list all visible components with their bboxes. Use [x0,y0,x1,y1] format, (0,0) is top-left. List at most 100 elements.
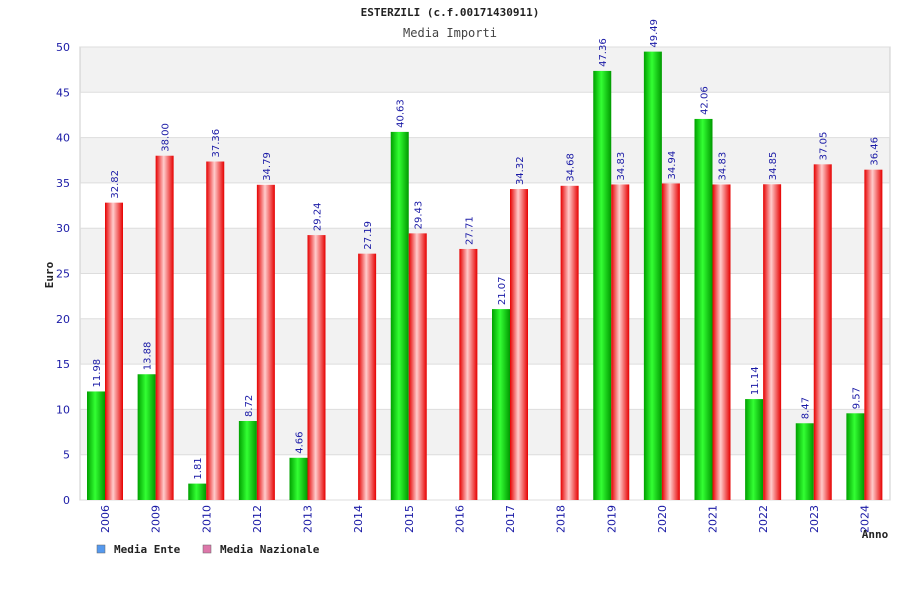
legend-swatch-media-ente [96,544,106,554]
bar-media-nazionale [408,233,427,500]
x-tick-label: 2014 [352,505,365,533]
bar-media-nazionale [459,248,478,500]
bar-media-ente [188,483,207,500]
bar-media-nazionale [813,164,832,500]
data-label-media-ente: 42.06 [700,86,711,115]
data-label-media-nazionale: 34.83 [718,152,729,181]
y-axis-label: Euro [43,261,56,288]
data-label-media-nazionale: 36.46 [869,137,880,166]
bar-media-nazionale [712,184,731,501]
bar-media-ente [87,391,105,500]
bars [87,51,883,501]
y-tick-label: 20 [56,313,70,326]
bar-media-ente [289,457,308,500]
x-tick-label: 2015 [403,505,416,533]
x-tick-label: 2012 [251,505,264,533]
y-tick-label: 5 [63,449,70,462]
data-label-media-nazionale: 34.32 [515,156,526,185]
bar-media-nazionale [661,183,680,500]
y-tick-label: 35 [56,177,70,190]
data-label-media-nazionale: 38.00 [161,123,172,152]
y-tick-label: 15 [56,358,70,371]
bar-media-ente [694,118,713,500]
bar-media-nazionale [155,155,174,500]
x-tick-label: 2020 [656,505,669,533]
y-tick-label: 50 [56,41,70,54]
legend-label-media-ente: Media Ente [114,543,181,556]
x-tick-label: 2017 [504,505,517,533]
data-label-media-ente: 13.88 [143,342,154,371]
data-label-media-ente: 9.57 [851,387,862,409]
data-label-media-ente: 11.14 [750,366,761,395]
data-label-media-nazionale: 32.82 [110,170,121,199]
bar-media-ente [137,374,156,500]
x-axis-ticks: 2006 2009 2010 2012 2013 2014 2015 2016 2017 2018… [99,505,871,533]
bar-data-labels: 11.98 32.82 13.88 38.00 1.81 37.36 8.72 34.79 4.… [92,19,880,480]
data-label-media-ente: 49.49 [649,19,660,48]
y-tick-label: 45 [56,86,70,99]
data-label-media-nazionale: 37.36 [211,129,222,158]
bar-media-nazionale [105,202,123,500]
plot-band [80,47,890,93]
x-tick-label: 2013 [302,505,315,533]
y-tick-label: 10 [56,403,70,416]
bar-media-ente [593,70,612,501]
data-label-media-ente: 11.98 [92,359,103,388]
bar-media-nazionale [206,161,225,500]
data-label-media-nazionale: 27.71 [464,216,475,245]
bar-media-nazionale [256,184,275,500]
data-label-media-ente: 21.07 [497,276,508,305]
x-tick-label: 2010 [200,505,213,533]
x-tick-label: 2023 [808,505,821,533]
legend: Media Ente Media Nazionale [96,543,320,556]
data-label-media-nazionale: 34.79 [262,152,273,181]
bar-media-ente [238,420,257,500]
x-tick-label: 2022 [757,505,770,533]
chart-title: ESTERZILI (c.f.00171430911) [361,6,540,19]
bar-media-nazionale [611,184,630,501]
x-tick-label: 2024 [858,505,871,533]
bar-media-nazionale [307,235,326,500]
bar-media-nazionale [763,184,782,500]
bar-media-nazionale [358,253,377,500]
bar-media-nazionale [864,169,883,500]
x-axis-label: Anno [862,528,889,541]
data-label-media-nazionale: 29.43 [414,201,425,230]
data-label-media-nazionale: 34.83 [616,152,627,181]
x-tick-label: 2016 [453,505,466,533]
y-axis-ticks: 0 5 10 15 20 25 30 35 40 45 50 [56,41,70,507]
data-label-media-nazionale: 34.94 [667,151,678,180]
plot-band [80,92,890,138]
bar-media-ente [390,131,409,500]
data-label-media-ente: 8.72 [244,395,255,417]
bar-media-ente [795,423,814,500]
data-label-media-nazionale: 27.19 [363,221,374,250]
x-tick-label: 2021 [707,505,720,533]
bar-media-nazionale [560,185,579,500]
data-label-media-nazionale: 34.85 [768,152,779,181]
x-tick-label: 2009 [150,505,163,533]
data-label-media-ente: 4.66 [295,432,306,454]
data-label-media-nazionale: 29.24 [313,202,324,231]
data-label-media-nazionale: 34.68 [566,153,577,182]
y-tick-label: 40 [56,132,70,145]
data-label-media-ente: 40.63 [396,99,407,128]
x-tick-label: 2019 [605,505,618,533]
x-tick-label: 2018 [555,505,568,533]
bar-media-ente [745,399,764,500]
y-tick-label: 0 [63,494,70,507]
bar-media-ente [643,51,662,500]
data-label-media-nazionale: 37.05 [819,132,830,161]
bar-media-nazionale [510,189,528,501]
bar-media-ente [492,309,510,500]
legend-swatch-media-nazionale [202,544,212,554]
y-tick-label: 25 [56,268,70,281]
data-label-media-ente: 1.81 [193,457,204,479]
data-label-media-ente: 8.47 [801,397,812,419]
data-label-media-ente: 47.36 [598,38,609,67]
y-tick-label: 30 [56,222,70,235]
bar-media-ente [846,413,865,500]
chart-subtitle: Media Importi [403,26,497,40]
x-tick-label: 2006 [99,505,112,533]
